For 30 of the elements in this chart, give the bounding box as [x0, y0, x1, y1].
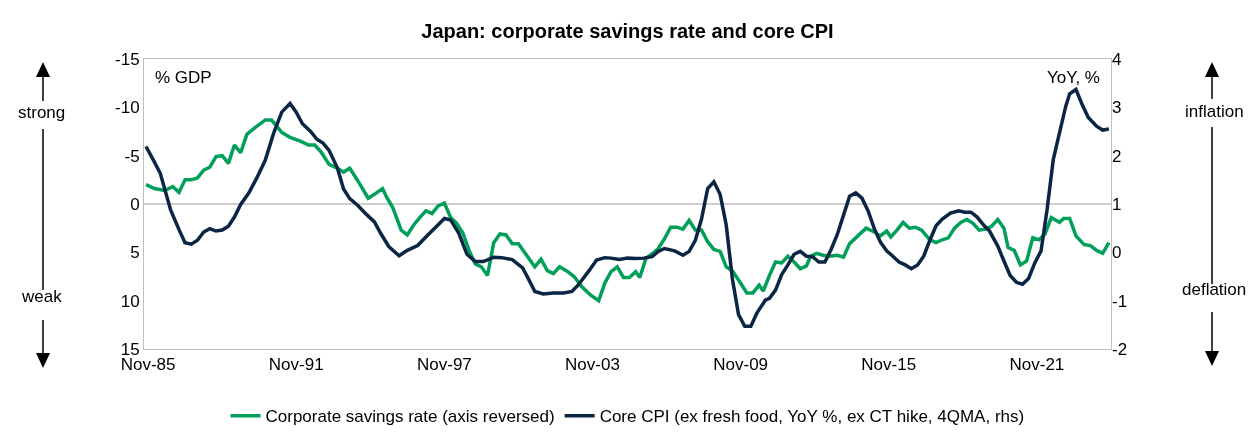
y2-tick-label: -1 [1112, 291, 1128, 311]
y-tick-label: -15 [115, 49, 140, 69]
y-tick-label: 10 [120, 291, 140, 311]
text: strong [18, 103, 66, 122]
y2-tick-label: -2 [1112, 339, 1128, 359]
x-tick-label: Nov-15 [861, 355, 917, 375]
y2-tick-label: 1 [1112, 194, 1122, 214]
x-tick-label: Nov-91 [268, 355, 324, 375]
y2-tick-label: 0 [1112, 243, 1122, 263]
y-tick-label: 5 [130, 243, 140, 263]
x-tick-label: Nov-21 [1009, 355, 1065, 375]
text: deflation [1182, 280, 1247, 299]
y2-tick-label: 2 [1112, 146, 1122, 166]
y-tick-label: 0 [130, 194, 140, 214]
legend-label: Core CPI (ex fresh food, YoY %, ex CT hike, 4QMA, rhs) [599, 407, 1025, 427]
annotation: % GDP [155, 68, 212, 87]
text: weak [21, 287, 63, 306]
annotation: YoY, % [1047, 68, 1100, 87]
y2-tick-label: 3 [1112, 98, 1122, 118]
line-series [144, 118, 1111, 303]
line-series [144, 87, 1111, 329]
legend-label: Corporate savings rate (axis reversed) [265, 407, 555, 427]
x-tick-label: Nov-97 [416, 355, 472, 375]
y2-tick-label: 4 [1112, 49, 1122, 69]
y-tick-label: -10 [115, 98, 140, 118]
chart-title: Japan: corporate savings rate and core CPI [421, 20, 834, 42]
x-tick-label: Nov-03 [565, 355, 620, 375]
x-tick-label: Nov-09 [713, 355, 769, 375]
y-tick-label: -5 [124, 146, 140, 166]
text: inflation [1185, 102, 1244, 121]
